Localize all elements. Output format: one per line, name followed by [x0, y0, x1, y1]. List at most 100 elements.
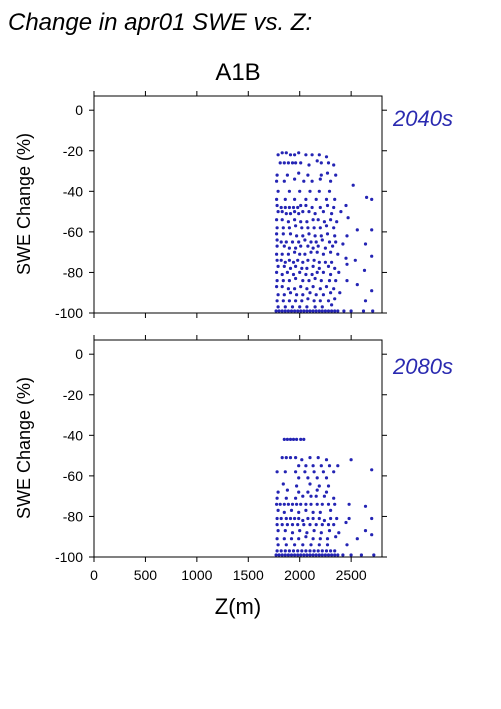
y-tick-label: -80: [63, 264, 83, 280]
figure-title: Change in apr01 SWE vs. Z:: [8, 9, 312, 36]
data-point: [329, 250, 333, 254]
data-point: [324, 549, 329, 553]
data-point: [317, 309, 321, 313]
data-point: [337, 531, 341, 535]
y-tick-label: -60: [63, 468, 83, 484]
data-point: [304, 197, 308, 201]
data-point: [317, 516, 321, 521]
data-point: [320, 309, 324, 313]
data-point: [332, 287, 336, 291]
data-point: [300, 266, 304, 270]
data-point: [363, 529, 368, 533]
data-point: [291, 260, 296, 264]
data-point: [318, 299, 322, 303]
data-point: [322, 494, 326, 498]
data-point: [333, 234, 337, 238]
data-point: [324, 476, 329, 480]
data-point: [321, 210, 325, 214]
data-point: [307, 279, 311, 283]
data-point: [325, 537, 330, 541]
data-point: [336, 309, 340, 313]
data-point: [309, 250, 313, 254]
data-point: [275, 203, 279, 208]
data-point: [301, 234, 305, 238]
data-point: [365, 195, 369, 199]
data-point: [288, 437, 293, 441]
plot-frame: [93, 339, 383, 558]
data-point: [294, 456, 298, 460]
data-point: [285, 270, 289, 274]
data-point: [306, 173, 310, 177]
data-point: [298, 529, 302, 533]
data-point: [280, 252, 284, 256]
data-point: [302, 523, 306, 527]
data-point: [280, 285, 284, 289]
data-point: [330, 260, 334, 264]
data-point: [324, 224, 329, 228]
data-point: [324, 458, 329, 462]
data-point: [320, 305, 324, 309]
data-point: [296, 309, 300, 313]
data-point: [286, 287, 290, 291]
data-point: [370, 228, 374, 232]
data-point: [325, 543, 330, 547]
data-point: [336, 553, 340, 557]
data-point: [359, 553, 363, 557]
period-label: 2040s: [392, 106, 453, 131]
x-tick-labels: 0 500 1000 1500 2000 2500: [90, 567, 367, 583]
y-tick-label: -100: [55, 549, 83, 565]
data-point: [275, 299, 279, 303]
x-tick-label: 2000: [284, 567, 315, 583]
data-point: [295, 484, 299, 488]
data-point: [297, 537, 301, 541]
data-point: [308, 291, 312, 295]
data-point: [319, 464, 323, 468]
data-point: [363, 299, 368, 303]
data-point: [330, 212, 334, 216]
data-point: [295, 293, 299, 297]
data-point: [286, 220, 290, 224]
data-point: [298, 189, 302, 193]
data-point: [300, 458, 304, 462]
data-point: [285, 488, 289, 492]
data-point: [296, 258, 300, 262]
data-point: [318, 287, 322, 291]
data-point: [278, 161, 282, 165]
data-point: [320, 238, 324, 242]
data-point: [295, 437, 299, 441]
y-axis-label: SWE Change (%): [14, 133, 34, 275]
data-point: [303, 470, 307, 474]
data-point: [297, 464, 301, 468]
data-point: [334, 173, 338, 177]
data-point: [287, 549, 291, 553]
data-point: [301, 279, 305, 283]
data-point: [281, 226, 285, 230]
data-point: [282, 502, 286, 506]
data-point: [371, 309, 375, 313]
data-point: [275, 279, 279, 283]
data-point: [293, 309, 297, 313]
data-point: [306, 490, 310, 494]
data-point: [329, 508, 333, 512]
data-point: [326, 299, 331, 303]
data-point: [353, 258, 357, 262]
data-point: [289, 508, 294, 512]
data-point: [282, 161, 286, 165]
data-point: [312, 299, 316, 303]
data-point: [275, 270, 279, 274]
data-point: [313, 276, 317, 281]
data-point: [299, 502, 303, 506]
data-point: [293, 553, 297, 557]
data-point: [282, 264, 286, 268]
data-point: [329, 272, 333, 277]
data-point: [280, 309, 284, 313]
data-point: [293, 516, 297, 521]
data-point: [304, 203, 308, 208]
data-point: [355, 283, 359, 287]
data-point: [334, 279, 338, 283]
data-point: [279, 516, 283, 521]
data-point: [330, 303, 334, 307]
data-point: [316, 218, 320, 222]
data-point: [319, 531, 323, 535]
data-point: [299, 203, 303, 208]
